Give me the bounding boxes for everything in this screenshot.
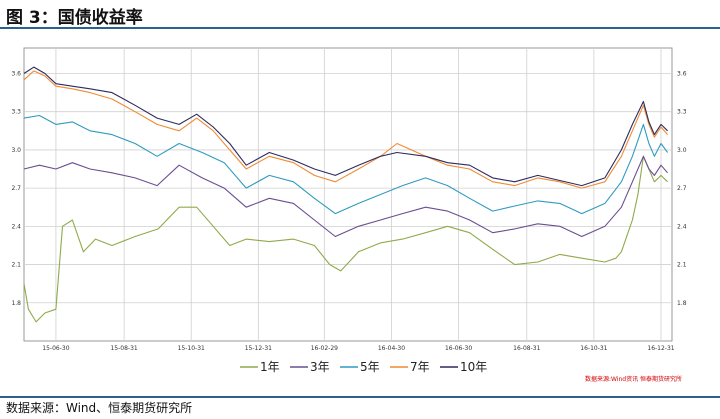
x-tick-label: 15-10-31 (178, 345, 205, 352)
y-tick-label-left: 3.3 (11, 109, 21, 116)
legend-item: 10年 (440, 360, 487, 374)
title-rule (0, 27, 720, 29)
x-tick-label: 16-02-29 (311, 345, 338, 352)
x-tick-label: 15-12-31 (245, 345, 272, 352)
series-line-1年 (23, 155, 668, 323)
x-tick-label: 16-12-31 (647, 345, 674, 352)
x-tick-label: 16-08-31 (513, 345, 540, 352)
series-line-3年 (23, 155, 669, 238)
figure-title: 图 3：国债收益率 (6, 8, 143, 28)
y-tick-label-right: 2.4 (677, 223, 687, 230)
legend-label: 7年 (410, 360, 430, 374)
legend-item: 1年 (240, 360, 280, 374)
yield-chart: 1.8 1.8 2.1 2.1 2.4 2.4 2.7 2.7 3.0 3.0 3.3 3.3 3.6 3… (11, 47, 687, 374)
y-tick-label-left: 2.1 (11, 262, 21, 269)
plot-frame (23, 47, 673, 342)
y-tick-label-right: 3.3 (677, 109, 687, 116)
y-tick-label-left: 3.6 (11, 70, 21, 77)
x-tick-label: 16-06-30 (445, 345, 472, 352)
x-tick-label: 15-08-31 (110, 345, 137, 352)
y-tick-label-left: 1.8 (11, 300, 21, 307)
y-tick-label-right: 2.7 (677, 185, 687, 192)
source-note: 数据来源：Wind、恒泰期货研究所 (6, 401, 193, 415)
legend-item: 5年 (340, 360, 380, 374)
series-line-5年 (23, 114, 669, 215)
y-tick-label-left: 2.7 (11, 185, 21, 192)
legend-label: 10年 (460, 360, 487, 374)
watermark-text: 数据来源:Wind资讯 恒泰期货研究所 (585, 376, 683, 383)
legend-item: 7年 (390, 360, 430, 374)
x-tick-label: 15-06-30 (42, 345, 69, 352)
legend-label: 1年 (260, 360, 280, 374)
y-tick-label-right: 3.0 (677, 147, 687, 154)
y-tick-label-right: 1.8 (677, 300, 687, 307)
legend-label: 3年 (310, 360, 330, 374)
series-line-10年 (23, 66, 668, 187)
x-tick-label: 16-04-30 (378, 345, 405, 352)
series-line-7年 (23, 70, 669, 189)
legend-item: 3年 (290, 360, 330, 374)
y-tick-label-left: 3.0 (11, 147, 21, 154)
y-tick-label-left: 2.4 (11, 223, 21, 230)
legend-label: 5年 (360, 360, 380, 374)
y-tick-label-right: 2.1 (677, 262, 687, 269)
y-tick-label-right: 3.6 (677, 70, 687, 77)
x-tick-label: 16-10-31 (580, 345, 607, 352)
source-rule (0, 396, 720, 398)
